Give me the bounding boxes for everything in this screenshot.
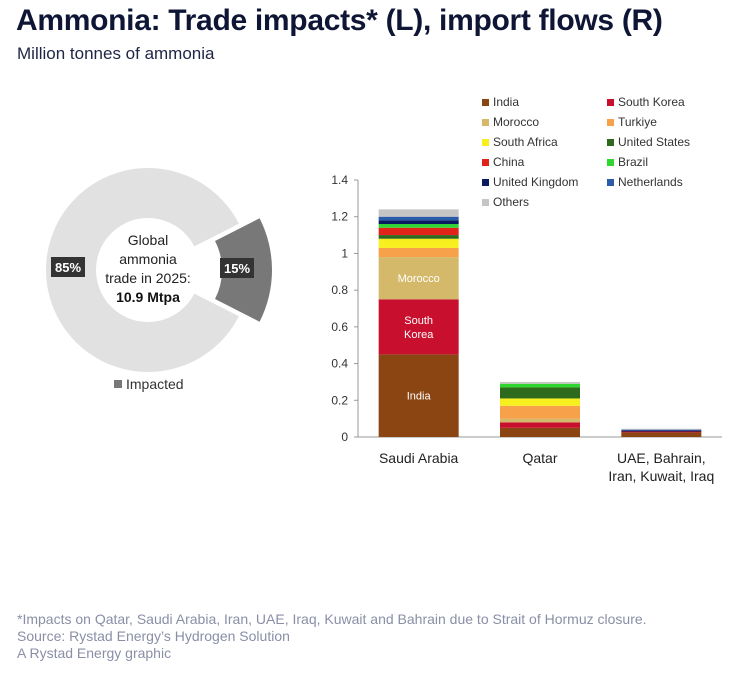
legend-item: United States: [607, 135, 690, 149]
bar-segment-brazil: [378, 224, 459, 228]
bar-segment-south-korea: [621, 431, 702, 433]
bar-segment-others: [621, 428, 702, 430]
credit-note: A Rystad Energy graphic: [17, 645, 172, 661]
x-category-label: Saudi Arabia: [379, 450, 459, 466]
legend-item: China: [482, 155, 524, 169]
legend-swatch: [482, 178, 489, 186]
legend-swatch: [607, 158, 614, 166]
bar-data-label: India: [407, 391, 432, 403]
legend-swatch: [482, 118, 489, 126]
legend-swatch: [607, 178, 614, 186]
bar-segment-united-kingdom: [621, 430, 702, 432]
bar-segment-china: [378, 227, 459, 236]
y-tick-label: 1.2: [331, 210, 348, 224]
legend-label: United States: [618, 135, 691, 149]
bar-data-label: Korea: [404, 329, 434, 341]
bar-segment-india: [500, 427, 580, 437]
y-tick-label: 1: [341, 246, 348, 260]
y-tick-label: 0.6: [331, 320, 348, 334]
donut-center-text: ammonia: [119, 251, 177, 267]
bar-segment-india: [378, 354, 459, 437]
legend-item: Turkiye: [607, 115, 657, 129]
bar-data-label: South: [404, 315, 433, 327]
bar-segment-morocco: [500, 418, 580, 423]
bar-segment-united-kingdom: [378, 220, 459, 225]
legend-label: Others: [493, 195, 530, 209]
legend-swatch: [607, 98, 614, 106]
bar-segment-south-korea: [500, 422, 580, 428]
y-tick-label: 1.4: [331, 173, 348, 187]
legend-item: Morocco: [482, 115, 539, 129]
legend-swatch: [482, 138, 489, 146]
legend-item: South Korea: [607, 95, 685, 109]
source-note: Source: Rystad Energy’s Hydrogen Solutio…: [17, 628, 290, 644]
legend-swatch: [482, 158, 489, 166]
x-category-label: UAE, Bahrain,: [617, 450, 706, 466]
legend-item: South Africa: [482, 135, 558, 149]
slice-label-box: [51, 257, 85, 277]
y-tick-label: 0.2: [331, 393, 348, 407]
x-category-label: Iran, Kuwait, Iraq: [608, 468, 714, 484]
legend-impacted-swatch: [114, 380, 122, 388]
legend-label: Brazil: [618, 155, 649, 169]
stacked-bar-chart: 0 0.2 0.4 0.6 0.8 1 1.2 1.4 India South Korea Moroc…: [331, 173, 722, 484]
bar-segment-others: [378, 209, 459, 217]
bar-segment-south-korea: [378, 299, 459, 355]
legend-item: United Kingdom: [482, 175, 578, 189]
y-tick-label: 0.4: [331, 357, 348, 371]
legend-item: India: [482, 95, 519, 109]
slice-label: 15%: [224, 261, 250, 276]
bar-segment-south-africa: [378, 238, 459, 248]
legend-item: Brazil: [607, 155, 648, 169]
legend-item: Netherlands: [607, 175, 683, 189]
legend-label: South Korea: [618, 95, 685, 109]
slice-label: 85%: [55, 260, 81, 275]
legend-label: Netherlands: [618, 175, 683, 189]
bar-segment-india: [621, 432, 702, 437]
legend-label: China: [493, 155, 525, 169]
legend-label: United Kingdom: [493, 175, 579, 189]
legend-label: Morocco: [493, 115, 540, 129]
donut-center-value: 10.9 Mtpa: [116, 289, 180, 305]
legend-label: Turkiye: [618, 115, 657, 129]
bar-segment-south-africa: [500, 398, 580, 406]
bar-segment-united-states: [378, 235, 459, 239]
bar-segment-netherlands: [621, 429, 702, 431]
legend-label: India: [493, 95, 520, 109]
donut-center-text: Global: [128, 232, 168, 248]
legend-item: Others: [482, 195, 529, 209]
donut-center-text: trade in 2025:: [105, 270, 191, 286]
legend-impacted-label: Impacted: [126, 376, 184, 392]
x-category-label: Qatar: [522, 450, 557, 466]
legend-swatch: [607, 138, 614, 146]
bar-segment-morocco: [378, 257, 459, 300]
legend-swatch: [482, 198, 489, 206]
y-tick-label: 0: [341, 430, 348, 444]
chart-subtitle: Million tonnes of ammonia: [17, 44, 215, 63]
bar-segment-turkiye: [378, 247, 459, 258]
bar-segment-brazil: [500, 383, 580, 388]
footnote: *Impacts on Qatar, Saudi Arabia, Iran, U…: [17, 611, 647, 627]
bar-segment-netherlands: [378, 216, 459, 221]
slice-remaining: [46, 168, 239, 373]
donut-chart: Global ammonia trade in 2025: 10.9 Mtpa 85% 1…: [46, 168, 272, 392]
y-tick-label: 0.8: [331, 283, 348, 297]
bar-data-label: Morocco: [398, 273, 440, 285]
bar-segment-united-states: [500, 387, 580, 399]
bar-segment-turkiye: [500, 405, 580, 419]
legend-swatch: [607, 118, 614, 126]
chart-title: Ammonia: Trade impacts* (L), import flow…: [16, 4, 663, 37]
legend-label: South Africa: [493, 135, 558, 149]
legend-swatch: [482, 98, 489, 106]
bar-segment-others: [500, 381, 580, 384]
slice-label-box: [220, 258, 254, 278]
